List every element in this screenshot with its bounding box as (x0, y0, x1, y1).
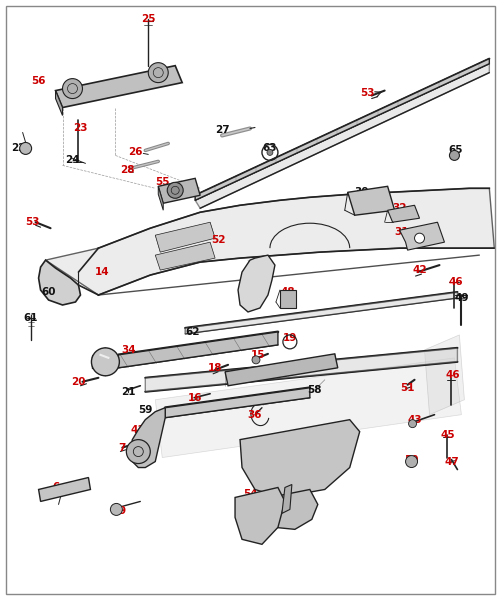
Text: 65: 65 (448, 145, 463, 155)
Polygon shape (238, 255, 275, 312)
Text: 64: 64 (271, 445, 285, 455)
Text: 15: 15 (250, 350, 265, 360)
Text: 19: 19 (283, 333, 297, 343)
Text: 49: 49 (454, 293, 468, 303)
Text: 30: 30 (354, 187, 369, 197)
Text: 50: 50 (404, 455, 419, 464)
Polygon shape (185, 292, 457, 334)
Text: 41: 41 (131, 425, 146, 434)
Text: 56: 56 (32, 76, 46, 86)
Text: 5: 5 (92, 360, 99, 370)
Polygon shape (39, 478, 91, 502)
Text: 47: 47 (444, 457, 459, 467)
Polygon shape (158, 178, 200, 203)
Polygon shape (46, 188, 494, 295)
Circle shape (252, 356, 260, 364)
Polygon shape (118, 332, 278, 368)
Polygon shape (39, 260, 81, 305)
Circle shape (167, 182, 183, 198)
Text: 36: 36 (247, 410, 262, 419)
Text: 16: 16 (188, 393, 202, 403)
Polygon shape (240, 419, 360, 497)
Text: 32: 32 (392, 203, 407, 213)
Text: 27: 27 (215, 125, 229, 136)
Text: 7: 7 (119, 443, 126, 452)
Text: 23: 23 (73, 124, 88, 133)
Polygon shape (155, 242, 215, 270)
Polygon shape (145, 348, 457, 392)
Text: 34: 34 (121, 345, 136, 355)
Text: 52: 52 (211, 235, 225, 245)
Text: 43: 43 (407, 415, 422, 425)
Polygon shape (155, 358, 461, 458)
Polygon shape (56, 91, 63, 116)
Polygon shape (165, 388, 310, 418)
Text: 25: 25 (141, 14, 155, 24)
Text: 6: 6 (52, 482, 59, 493)
Text: 59: 59 (138, 404, 152, 415)
Text: 46: 46 (445, 370, 460, 380)
Text: 54: 54 (242, 490, 258, 499)
Text: 55: 55 (155, 178, 169, 187)
Polygon shape (400, 222, 444, 250)
Polygon shape (268, 490, 318, 529)
Polygon shape (56, 65, 182, 107)
Text: 62: 62 (185, 327, 199, 337)
Text: 22: 22 (12, 143, 26, 154)
Text: 31: 31 (394, 227, 409, 237)
Text: 28: 28 (120, 166, 135, 175)
Text: 51: 51 (400, 383, 415, 393)
Polygon shape (225, 354, 338, 386)
Polygon shape (388, 205, 419, 222)
Circle shape (63, 79, 83, 98)
Circle shape (20, 142, 32, 154)
Circle shape (449, 151, 459, 160)
Polygon shape (424, 335, 464, 415)
Text: 20: 20 (71, 377, 86, 387)
Text: 18: 18 (208, 363, 222, 373)
Polygon shape (195, 64, 489, 208)
Bar (280, 290, 296, 308)
Text: 45: 45 (440, 430, 455, 440)
Circle shape (267, 149, 273, 155)
Circle shape (92, 348, 119, 376)
Text: 24: 24 (65, 155, 80, 166)
Text: 63: 63 (263, 143, 277, 154)
Text: 42: 42 (412, 265, 427, 275)
Text: 9: 9 (119, 506, 126, 517)
Text: 53: 53 (360, 88, 375, 98)
Text: 46: 46 (448, 277, 463, 287)
Text: 26: 26 (128, 148, 143, 157)
Circle shape (408, 419, 416, 428)
Text: 60: 60 (41, 287, 56, 297)
Text: 14: 14 (95, 267, 110, 277)
Polygon shape (158, 187, 163, 210)
Text: 21: 21 (121, 387, 136, 397)
Circle shape (414, 233, 424, 243)
Text: 48: 48 (281, 287, 295, 297)
Polygon shape (348, 187, 395, 215)
Circle shape (126, 440, 150, 464)
Text: 58: 58 (308, 385, 322, 395)
Polygon shape (282, 484, 292, 514)
Text: 53: 53 (26, 217, 40, 227)
Polygon shape (195, 59, 489, 200)
Circle shape (406, 455, 417, 467)
Text: 61: 61 (24, 313, 38, 323)
Polygon shape (155, 222, 215, 252)
Circle shape (148, 62, 168, 83)
Polygon shape (130, 408, 165, 467)
Polygon shape (235, 487, 285, 544)
Circle shape (110, 503, 122, 515)
